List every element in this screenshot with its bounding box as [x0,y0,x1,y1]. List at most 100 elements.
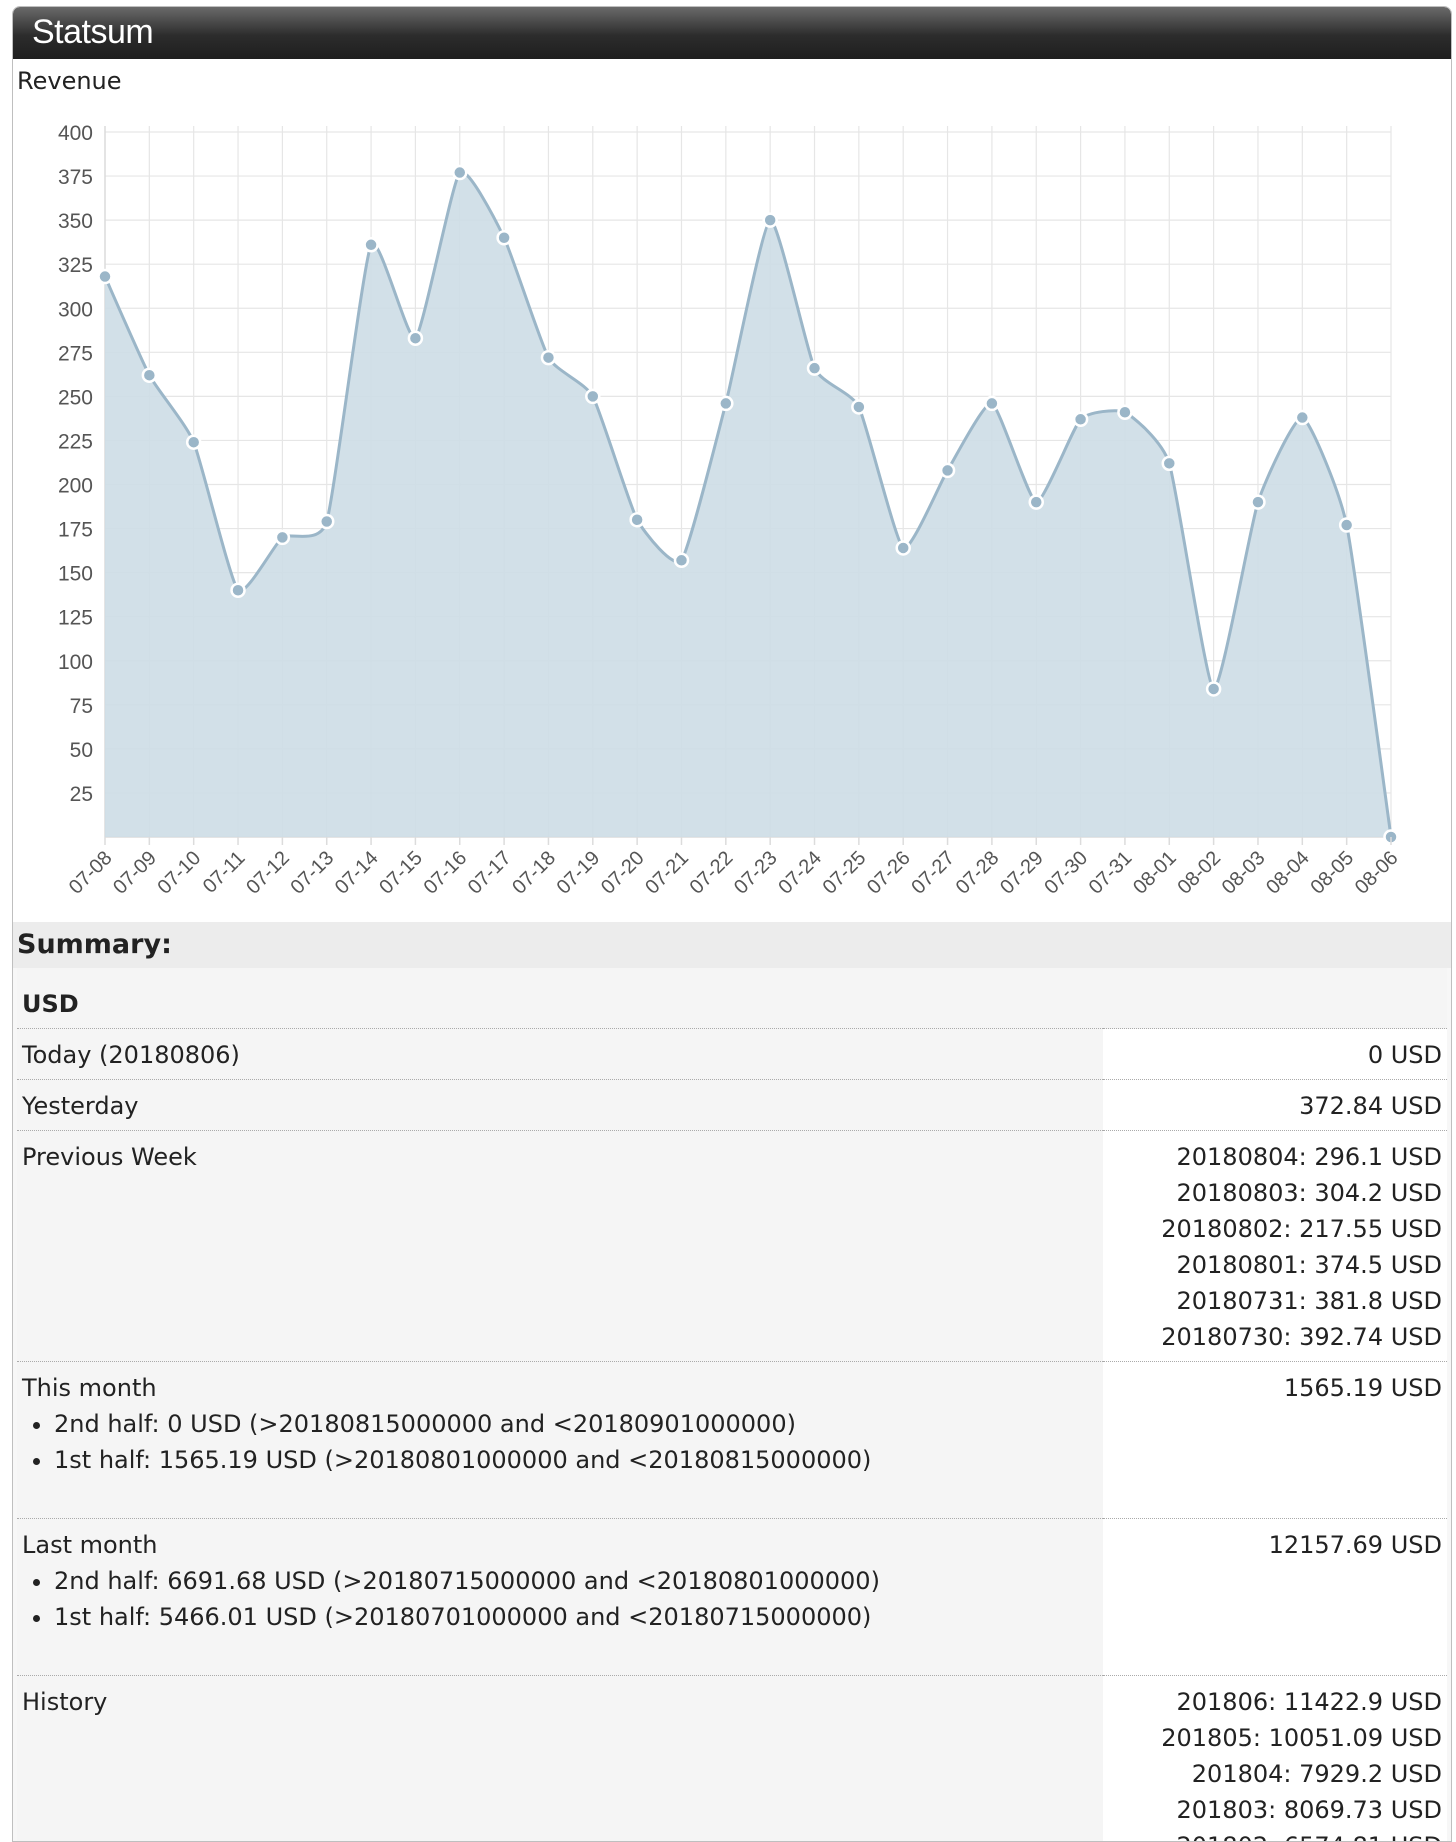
breakdown-item: 2nd half: 0 USD (>20180815000000 and <20… [54,1406,1098,1442]
row-label-text: Today (20180806) [22,1041,240,1069]
data-point [230,582,246,598]
y-tick-label: 300 [58,298,93,321]
summary-table: USD Today (20180806) 0 USD Yesterday 372.84 … [17,968,1447,1841]
data-point [1205,681,1222,697]
value-line: 201805: 10051.09 USD [1161,1724,1442,1752]
value-line: 1565.19 USD [1283,1374,1442,1402]
x-tick-label: 07-24 [774,847,826,899]
x-tick-label: 07-28 [952,847,1004,899]
value-line: 201804: 7929.2 USD [1191,1760,1442,1788]
summary-row-value: 1565.19 USD [1103,1361,1447,1519]
x-tick-label: 07-11 [199,847,250,898]
data-point [585,388,601,405]
y-tick-label: 50 [70,739,93,762]
summary-row-value: 372.84 USD [1103,1079,1447,1131]
value-line: 20180802: 217.55 USD [1161,1215,1442,1243]
row-label-text: Previous Week [22,1143,197,1171]
data-point [629,512,645,528]
summary-row: Today (20180806) 0 USD [17,1028,1447,1080]
revenue-chart: 25 50 75 100 125 150 175 200 225 250 275 300 325 350 3… [58,122,1403,899]
data-point [806,360,823,376]
data-point [1294,409,1311,426]
value-line: 20180803: 304.2 USD [1176,1179,1443,1207]
x-tick-label: 08-01 [1129,847,1181,899]
summary-row-value: 0 USD [1103,1028,1447,1080]
y-tick-label: 350 [58,210,93,233]
row-label-text: Last month [22,1531,158,1559]
data-point [939,462,956,479]
y-tick-label: 275 [58,342,93,365]
data-point [407,330,424,346]
x-tick-label: 07-08 [65,847,117,899]
summary-row-label: This month 2nd half: 0 USD (>201808150000… [17,1361,1103,1519]
x-tick-label: 07-18 [508,847,560,899]
data-point [452,164,468,181]
y-tick-label: 25 [70,783,93,806]
statsum-widget: Statsum Revenue 25 50 75 100 125 150 175 200 225… [12,6,1452,1842]
summary-heading: Summary: [13,922,1451,968]
y-tick-label: 400 [58,122,93,145]
x-tick-label: 08-04 [1262,847,1314,899]
x-tick-label: 07-15 [375,847,427,899]
y-tick-label: 325 [58,254,93,277]
currency-row: USD [17,968,1447,1029]
x-tick-label: 07-30 [1040,847,1092,899]
data-point [762,212,778,228]
summary-row: Last month 2nd half: 6691.68 USD (>201807… [17,1518,1447,1676]
y-tick-label: 175 [58,519,93,542]
x-tick-label: 07-12 [242,847,294,899]
title-bar: Statsum [13,7,1451,59]
data-point [496,230,512,246]
data-point [851,399,867,415]
summary-row: This month 2nd half: 0 USD (>201808150000… [17,1361,1447,1519]
data-point [1028,494,1044,510]
summary-row: History 201806: 11422.9 USD 201805: 10051.… [17,1675,1447,1841]
value-line: 0 USD [1367,1041,1442,1069]
row-label-text: History [22,1688,108,1716]
row-label-text: This month [22,1374,157,1402]
data-point [673,552,690,569]
x-tick-label: 07-22 [686,847,738,899]
x-tick-label: 07-26 [863,847,915,899]
summary-row: Yesterday 372.84 USD [17,1079,1447,1131]
value-line: 20180804: 296.1 USD [1176,1143,1443,1171]
data-point [185,434,202,450]
value-line: 372.84 USD [1299,1092,1442,1120]
data-point [274,529,291,546]
summary-body: USD Today (20180806) 0 USD Yesterday 372.84 … [13,968,1451,1841]
data-point [97,268,113,285]
x-tick-label: 07-21 [641,847,693,899]
y-tick-label: 150 [58,563,93,586]
x-tick-label: 07-25 [819,847,871,899]
chart-title: Revenue [17,67,122,95]
x-tick-label: 07-14 [331,847,383,899]
summary-row-value: 201806: 11422.9 USD 201805: 10051.09 USD 2… [1103,1675,1447,1841]
summary-row-label: Last month 2nd half: 6691.68 USD (>201807… [17,1518,1103,1676]
value-line: 201806: 11422.9 USD [1176,1688,1443,1716]
x-tick-label: 07-29 [996,847,1048,899]
summary-row-label: Previous Week [17,1130,1103,1362]
data-point [1161,455,1178,472]
x-tick-label: 07-16 [420,847,472,899]
y-tick-label: 200 [58,475,93,498]
value-line: 201803: 8069.73 USD [1176,1796,1443,1824]
data-point [984,395,1000,412]
x-tick-label: 07-27 [907,847,959,899]
summary-row-value: 20180804: 296.1 USD 20180803: 304.2 USD 20… [1103,1130,1447,1362]
breakdown-list: 2nd half: 0 USD (>20180815000000 and <20… [22,1406,1098,1478]
x-tick-label: 08-06 [1351,847,1403,899]
x-tick-label: 08-05 [1306,847,1358,899]
y-tick-label: 250 [58,386,93,409]
y-tick-label: 375 [58,166,93,189]
revenue-area [105,171,1391,837]
value-line: 20180730: 392.74 USD [1161,1323,1442,1351]
x-tick-label: 07-20 [597,847,649,899]
data-point [895,540,911,556]
x-tick-label: 08-03 [1218,847,1270,899]
x-tick-label: 07-09 [109,847,161,899]
breakdown-item: 1st half: 1565.19 USD (>20180801000000 a… [54,1442,1098,1478]
y-tick-label: 75 [70,695,93,718]
value-line: 201802: 6574.81 USD [1108,1828,1443,1841]
breakdown-item: 1st half: 5466.01 USD (>20180701000000 a… [54,1599,1098,1635]
y-tick-label: 225 [58,430,93,453]
